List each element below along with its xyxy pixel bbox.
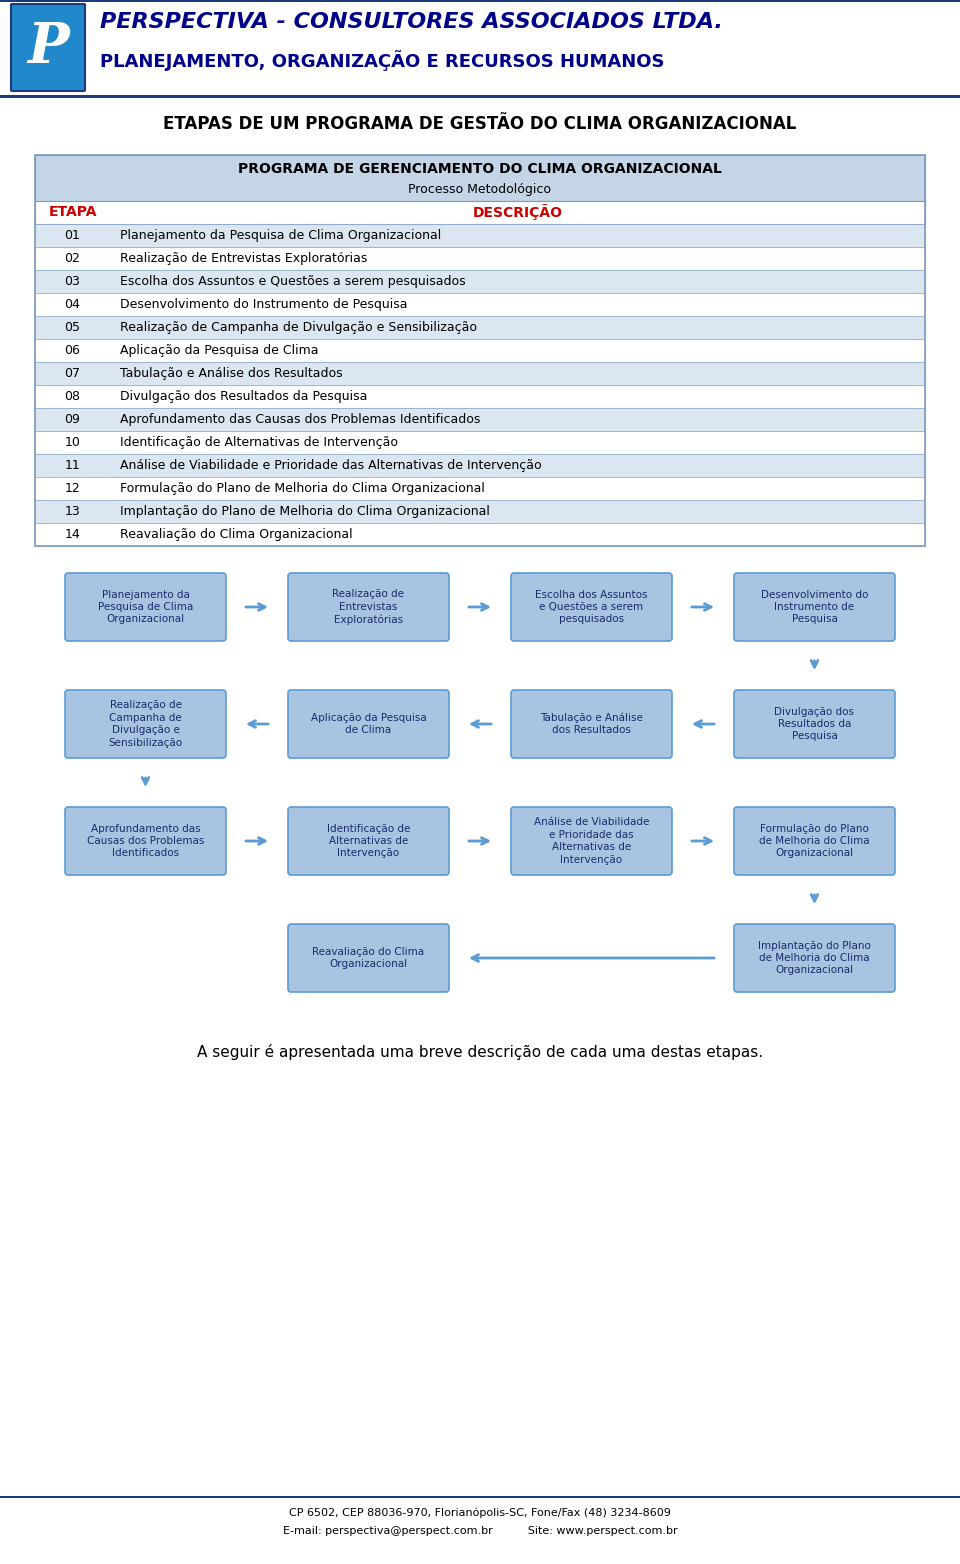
Text: Aprofundamento das Causas dos Problemas Identificados: Aprofundamento das Causas dos Problemas … <box>120 413 480 425</box>
Bar <box>35 522 925 546</box>
FancyBboxPatch shape <box>65 572 226 641</box>
Text: 07: 07 <box>64 368 81 380</box>
Text: Implantação do Plano
de Melhoria do Clima
Organizacional: Implantação do Plano de Melhoria do Clim… <box>758 940 871 976</box>
Bar <box>35 454 925 477</box>
FancyBboxPatch shape <box>734 690 895 759</box>
Bar <box>35 432 925 454</box>
Bar <box>35 385 925 408</box>
Text: Planejamento da Pesquisa de Clima Organizacional: Planejamento da Pesquisa de Clima Organi… <box>120 228 442 242</box>
Text: Implantação do Plano de Melhoria do Clima Organizacional: Implantação do Plano de Melhoria do Clim… <box>120 505 490 518</box>
Bar <box>35 477 925 500</box>
FancyBboxPatch shape <box>288 690 449 759</box>
Text: 03: 03 <box>64 275 81 288</box>
FancyBboxPatch shape <box>65 807 226 874</box>
FancyBboxPatch shape <box>511 807 672 874</box>
Text: Formulação do Plano
de Melhoria do Clima
Organizacional: Formulação do Plano de Melhoria do Clima… <box>759 824 870 859</box>
Text: PROGRAMA DE GERENCIAMENTO DO CLIMA ORGANIZACIONAL: PROGRAMA DE GERENCIAMENTO DO CLIMA ORGAN… <box>238 163 722 177</box>
FancyBboxPatch shape <box>511 572 672 641</box>
Bar <box>35 500 925 522</box>
Bar <box>35 408 925 432</box>
Text: Escolha dos Assuntos e Questões a serem pesquisados: Escolha dos Assuntos e Questões a serem … <box>120 275 466 288</box>
Text: Aplicação da Pesquisa
de Clima: Aplicação da Pesquisa de Clima <box>311 713 426 735</box>
Text: Desenvolvimento do Instrumento de Pesquisa: Desenvolvimento do Instrumento de Pesqui… <box>120 299 407 311</box>
Text: Realização de Entrevistas Exploratórias: Realização de Entrevistas Exploratórias <box>120 252 368 264</box>
Text: Processo Metodológico: Processo Metodológico <box>409 183 551 196</box>
Text: Desenvolvimento do
Instrumento de
Pesquisa: Desenvolvimento do Instrumento de Pesqui… <box>761 590 868 624</box>
FancyBboxPatch shape <box>511 690 672 759</box>
Bar <box>35 316 925 339</box>
Text: 13: 13 <box>64 505 81 518</box>
Bar <box>35 339 925 361</box>
Text: 12: 12 <box>64 482 81 494</box>
FancyBboxPatch shape <box>288 807 449 874</box>
Bar <box>0 95 960 99</box>
Bar <box>35 271 925 292</box>
Text: 06: 06 <box>64 344 81 357</box>
Text: Tabulação e Análise
dos Resultados: Tabulação e Análise dos Resultados <box>540 713 643 735</box>
Text: 04: 04 <box>64 299 81 311</box>
FancyBboxPatch shape <box>65 690 226 759</box>
Text: E-mail: perspectiva@perspect.com.br          Site: www.perspect.com.br: E-mail: perspectiva@perspect.com.br Site… <box>282 1526 678 1536</box>
Bar <box>35 155 925 202</box>
Text: Aplicação da Pesquisa de Clima: Aplicação da Pesquisa de Clima <box>120 344 319 357</box>
Text: 02: 02 <box>64 252 81 264</box>
Text: ETAPA: ETAPA <box>48 205 97 219</box>
Text: CP 6502, CEP 88036-970, Florianópolis-SC, Fone/Fax (48) 3234-8609: CP 6502, CEP 88036-970, Florianópolis-SC… <box>289 1508 671 1519</box>
Bar <box>35 224 925 247</box>
Text: 09: 09 <box>64 413 81 425</box>
Text: Realização de Campanha de Divulgação e Sensibilização: Realização de Campanha de Divulgação e S… <box>120 321 477 335</box>
FancyBboxPatch shape <box>734 807 895 874</box>
Text: Realização de
Campanha de
Divulgação e
Sensibilização: Realização de Campanha de Divulgação e S… <box>108 701 182 748</box>
Text: DESCRIÇÃO: DESCRIÇÃO <box>472 205 563 221</box>
Text: Análise de Viabilidade
e Prioridade das
Alternativas de
Intervenção: Análise de Viabilidade e Prioridade das … <box>534 818 649 865</box>
Bar <box>0 0 960 2</box>
Text: A seguir é apresentada uma breve descrição de cada uma destas etapas.: A seguir é apresentada uma breve descriç… <box>197 1045 763 1060</box>
Bar <box>35 361 925 385</box>
Bar <box>35 155 925 546</box>
Text: Planejamento da
Pesquisa de Clima
Organizacional: Planejamento da Pesquisa de Clima Organi… <box>98 590 193 624</box>
Text: Escolha dos Assuntos
e Questões a serem
pesquisados: Escolha dos Assuntos e Questões a serem … <box>536 590 648 624</box>
Text: 08: 08 <box>64 389 81 404</box>
Text: Reavaliação do Clima
Organizacional: Reavaliação do Clima Organizacional <box>312 946 424 970</box>
Text: 01: 01 <box>64 228 81 242</box>
FancyBboxPatch shape <box>734 572 895 641</box>
Text: Identificação de Alternativas de Intervenção: Identificação de Alternativas de Interve… <box>120 436 398 449</box>
FancyBboxPatch shape <box>288 924 449 992</box>
Bar <box>35 202 925 224</box>
Text: 10: 10 <box>64 436 81 449</box>
Text: 14: 14 <box>64 529 81 541</box>
FancyBboxPatch shape <box>11 5 85 91</box>
Text: Identificação de
Alternativas de
Intervenção: Identificação de Alternativas de Interve… <box>326 824 410 859</box>
Text: PERSPECTIVA - CONSULTORES ASSOCIADOS LTDA.: PERSPECTIVA - CONSULTORES ASSOCIADOS LTD… <box>100 13 723 31</box>
FancyBboxPatch shape <box>734 924 895 992</box>
Bar <box>35 292 925 316</box>
Text: Aprofundamento das
Causas dos Problemas
Identificados: Aprofundamento das Causas dos Problemas … <box>86 824 204 859</box>
Text: P: P <box>27 20 69 75</box>
Text: ETAPAS DE UM PROGRAMA DE GESTÃO DO CLIMA ORGANIZACIONAL: ETAPAS DE UM PROGRAMA DE GESTÃO DO CLIMA… <box>163 116 797 133</box>
Bar <box>35 247 925 271</box>
Text: 11: 11 <box>64 458 81 472</box>
Text: Divulgação dos
Resultados da
Pesquisa: Divulgação dos Resultados da Pesquisa <box>775 707 854 741</box>
Text: Realização de
Entrevistas
Exploratórias: Realização de Entrevistas Exploratórias <box>332 590 404 624</box>
Text: Reavaliação do Clima Organizacional: Reavaliação do Clima Organizacional <box>120 529 352 541</box>
Text: Análise de Viabilidade e Prioridade das Alternativas de Intervenção: Análise de Viabilidade e Prioridade das … <box>120 458 541 472</box>
Text: Formulação do Plano de Melhoria do Clima Organizacional: Formulação do Plano de Melhoria do Clima… <box>120 482 485 494</box>
Text: PLANEJAMENTO, ORGANIZAÇÃO E RECURSOS HUMANOS: PLANEJAMENTO, ORGANIZAÇÃO E RECURSOS HUM… <box>100 50 664 70</box>
Text: Tabulação e Análise dos Resultados: Tabulação e Análise dos Resultados <box>120 368 343 380</box>
Text: Divulgação dos Resultados da Pesquisa: Divulgação dos Resultados da Pesquisa <box>120 389 368 404</box>
FancyBboxPatch shape <box>288 572 449 641</box>
Text: 05: 05 <box>64 321 81 335</box>
